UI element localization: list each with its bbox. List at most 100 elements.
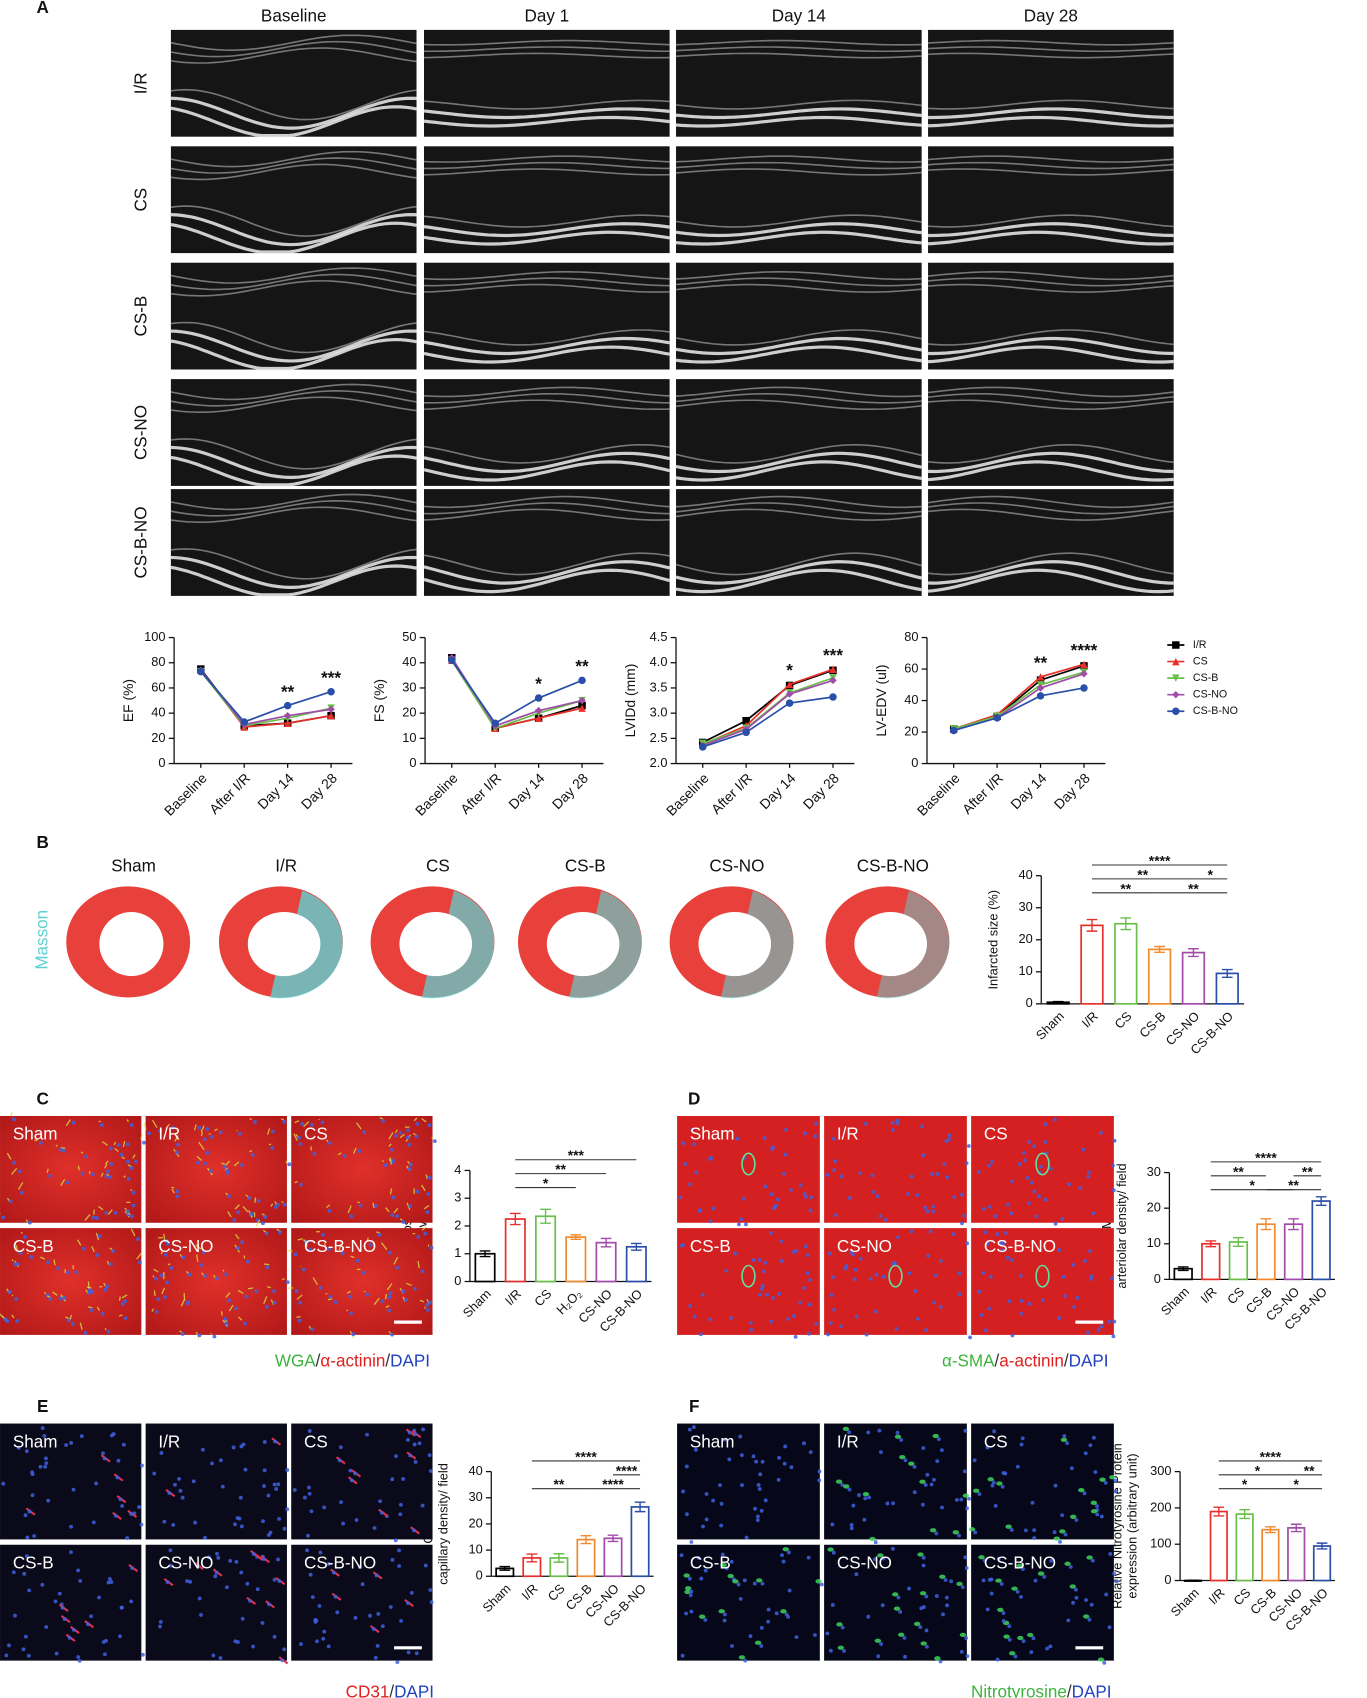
- nucleus: [858, 1171, 863, 1176]
- bar: [1256, 1223, 1276, 1281]
- echo-trace: [170, 47, 417, 64]
- nucleus: [819, 1582, 824, 1587]
- cell-border: [79, 1322, 83, 1330]
- signal: [917, 1552, 924, 1557]
- signal: [1090, 1509, 1098, 1514]
- lumen: [698, 912, 772, 977]
- nucleus: [689, 1540, 694, 1544]
- nucleus: [793, 1334, 798, 1339]
- y-tick-label: 100: [1150, 1536, 1171, 1551]
- nucleus: [210, 1461, 214, 1466]
- nucleus: [224, 1321, 229, 1326]
- signal: [1078, 1488, 1085, 1493]
- nucleus: [123, 1299, 128, 1303]
- nucleus: [8, 1199, 13, 1204]
- cell-border: [249, 1150, 253, 1153]
- nucleus: [759, 1508, 764, 1513]
- nucleus: [333, 1300, 338, 1304]
- nucleus: [766, 1607, 771, 1612]
- nucleus: [18, 1169, 22, 1174]
- nucleus: [243, 1467, 248, 1472]
- nucleus: [847, 1487, 852, 1492]
- data-point: [742, 716, 750, 725]
- cell-border: [80, 1151, 84, 1154]
- series-line: [702, 696, 834, 748]
- echo-trace: [675, 270, 922, 281]
- nucleus: [817, 1469, 822, 1474]
- echo-trace: [675, 99, 922, 110]
- significance: ****: [1255, 1149, 1277, 1165]
- cell-border: [166, 1123, 171, 1127]
- significance: *: [543, 1175, 549, 1191]
- nucleus: [1068, 1565, 1073, 1569]
- nucleus: [759, 1644, 764, 1648]
- nucleus: [1062, 1434, 1067, 1439]
- y-tick-label: 0: [1154, 1271, 1161, 1286]
- nucleus: [727, 1457, 732, 1462]
- nucleus: [1043, 1139, 1048, 1144]
- nucleus: [895, 1430, 900, 1435]
- significance: ***: [823, 646, 843, 665]
- data-point: [1036, 684, 1045, 692]
- nucleus: [136, 1237, 140, 1241]
- echo-trace: [927, 495, 1174, 509]
- nucleus: [412, 1442, 417, 1447]
- micrograph-label: Sham: [690, 1125, 735, 1144]
- nucleus: [981, 1271, 986, 1275]
- nucleus: [397, 1564, 402, 1568]
- nucleus: [394, 1133, 399, 1138]
- group-label: CS-NO: [709, 857, 764, 876]
- caption: CD31/DAPI: [346, 1682, 434, 1698]
- significance: ****: [1260, 1448, 1282, 1464]
- nucleus: [349, 1478, 354, 1483]
- nucleus: [195, 1564, 200, 1568]
- nucleus: [215, 1551, 219, 1556]
- nucleus: [1045, 1646, 1050, 1651]
- echo-trace: [927, 329, 1174, 346]
- nucleus: [701, 1524, 705, 1529]
- nucleus: [739, 1217, 743, 1222]
- signal: [995, 1578, 1002, 1583]
- group-label: I/R: [275, 857, 297, 876]
- nucleus: [390, 1557, 395, 1562]
- nucleus: [982, 1207, 986, 1211]
- nucleus: [203, 1273, 207, 1278]
- nucleus: [825, 1631, 830, 1636]
- signal: [893, 1606, 901, 1611]
- x-tick-label: Day 28: [1051, 770, 1094, 813]
- legend-label: CS-B: [1193, 672, 1218, 684]
- cell-border: [225, 1292, 231, 1298]
- nucleus: [377, 1233, 382, 1237]
- nucleus: [885, 1501, 890, 1506]
- nucleus: [91, 1520, 96, 1525]
- nucleus: [245, 1581, 250, 1586]
- nucleus: [48, 1174, 53, 1178]
- nucleus: [680, 1653, 685, 1658]
- nucleus: [208, 1169, 213, 1174]
- x-tick-label: Day 14: [1007, 770, 1050, 813]
- nucleus: [684, 1611, 689, 1616]
- nucleus: [297, 1318, 302, 1323]
- nucleus: [960, 1192, 964, 1197]
- nucleus: [1027, 1301, 1032, 1306]
- echo-trace: [928, 560, 1174, 585]
- echo-trace: [927, 443, 1174, 464]
- nucleus: [890, 1127, 895, 1132]
- nucleus: [1083, 1451, 1088, 1456]
- nucleus: [137, 1505, 142, 1509]
- nucleus: [154, 1309, 159, 1314]
- nucleus: [798, 1183, 803, 1188]
- cell-border: [151, 1308, 155, 1312]
- nucleus: [375, 1643, 380, 1648]
- nucleus: [244, 1294, 249, 1299]
- nucleus: [14, 1297, 19, 1301]
- nucleus: [849, 1250, 854, 1255]
- nucleus: [724, 1268, 729, 1273]
- nucleus: [976, 1170, 981, 1174]
- echo-trace: [927, 345, 1174, 364]
- nucleus: [692, 1314, 697, 1319]
- significance: *: [535, 675, 542, 694]
- nucleus: [1021, 1567, 1025, 1571]
- echo-trace: [423, 393, 670, 404]
- nucleus: [804, 1195, 809, 1199]
